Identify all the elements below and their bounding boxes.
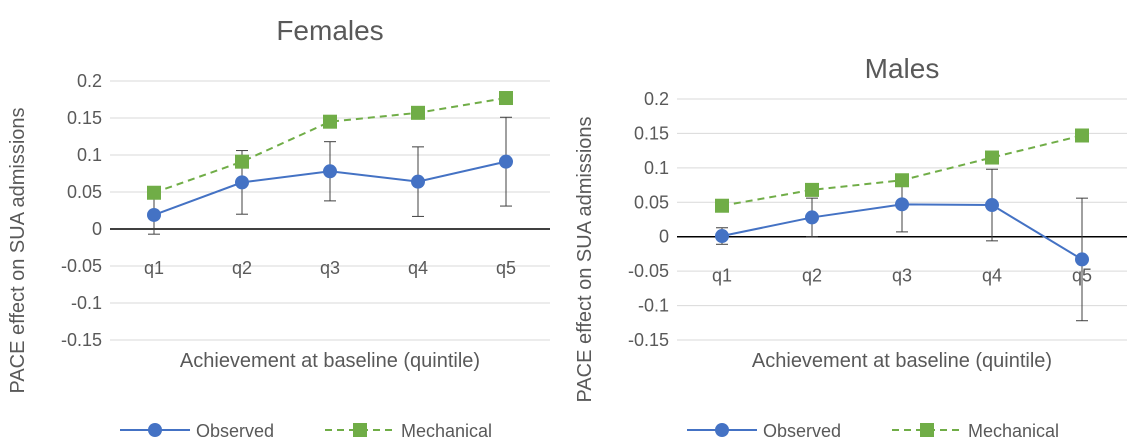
y-tick-label: -0.1 bbox=[638, 296, 669, 316]
y-tick-label: 0.2 bbox=[644, 89, 669, 109]
y-tick-label: 0.1 bbox=[77, 145, 102, 165]
y-tick-label: 0 bbox=[659, 227, 669, 247]
y-tick-label: 0.15 bbox=[634, 123, 669, 143]
data-point-observed bbox=[895, 197, 909, 212]
y-tick-label: -0.05 bbox=[628, 261, 669, 281]
data-point-observed bbox=[805, 210, 819, 225]
y-tick-label: 0 bbox=[92, 219, 102, 239]
data-point-mechanical bbox=[323, 114, 337, 129]
data-point-observed bbox=[411, 174, 425, 189]
data-point-observed bbox=[235, 175, 249, 190]
x-tick-label: q2 bbox=[802, 266, 822, 286]
y-tick-label: -0.15 bbox=[61, 330, 102, 350]
chart-males: Males PACE effect on SUA admissions 0.2 0.1… bbox=[574, 53, 1127, 441]
y-tick-label: -0.05 bbox=[61, 256, 102, 276]
data-point-observed bbox=[323, 164, 337, 179]
legend-marker-observed bbox=[715, 423, 729, 437]
data-point-mechanical bbox=[715, 198, 729, 213]
legend-label-mechanical: Mechanical bbox=[968, 421, 1059, 441]
legend-marker-mechanical bbox=[353, 423, 367, 437]
x-tick-label: q5 bbox=[496, 258, 516, 278]
data-point-mechanical bbox=[985, 150, 999, 165]
y-tick-label: 0.05 bbox=[634, 192, 669, 212]
x-tick-label: q3 bbox=[320, 258, 340, 278]
x-tick-label: q4 bbox=[982, 266, 1002, 286]
y-tick-label: 0.15 bbox=[67, 108, 102, 128]
chart-females: Females PACE effect on SUA admissions 0.2 0… bbox=[7, 15, 550, 441]
y-tick-label: -0.1 bbox=[71, 293, 102, 313]
data-point-mechanical bbox=[411, 105, 425, 120]
legend-label-mechanical: Mechanical bbox=[401, 421, 492, 441]
y-tick-label: 0.1 bbox=[644, 158, 669, 178]
series-line-mechanical bbox=[153, 97, 507, 194]
data-point-mechanical bbox=[895, 173, 909, 188]
legend-label-observed: Observed bbox=[196, 421, 274, 441]
x-tick-label: q3 bbox=[892, 266, 912, 286]
data-point-mechanical bbox=[499, 91, 513, 106]
data-point-mechanical bbox=[805, 182, 819, 197]
data-point-mechanical bbox=[235, 154, 249, 169]
y-axis-label: PACE effect on SUA admissions bbox=[574, 116, 596, 402]
data-point-observed bbox=[499, 154, 513, 169]
x-tick-label: q2 bbox=[232, 258, 252, 278]
data-point-observed bbox=[1075, 252, 1089, 267]
x-tick-label: q4 bbox=[408, 258, 428, 278]
x-tick-label: q1 bbox=[144, 258, 164, 278]
x-tick-label: q1 bbox=[712, 266, 732, 286]
data-point-observed bbox=[147, 207, 161, 222]
data-point-mechanical bbox=[1075, 128, 1089, 143]
chart-title: Males bbox=[865, 53, 940, 84]
legend-marker-mechanical bbox=[920, 423, 934, 437]
data-point-mechanical bbox=[147, 185, 161, 200]
y-tick-label: 0.05 bbox=[67, 182, 102, 202]
legend-marker-observed bbox=[148, 423, 162, 437]
legend-label-observed: Observed bbox=[763, 421, 841, 441]
y-tick-label: 0.2 bbox=[77, 71, 102, 91]
chart-title: Females bbox=[276, 15, 383, 46]
data-point-observed bbox=[715, 229, 729, 244]
x-axis-label: Achievement at baseline (quintile) bbox=[752, 350, 1052, 372]
y-tick-label: -0.15 bbox=[628, 330, 669, 350]
y-axis-label: PACE effect on SUA admissions bbox=[7, 107, 29, 393]
x-axis-label: Achievement at baseline (quintile) bbox=[180, 350, 480, 372]
data-point-observed bbox=[985, 198, 999, 213]
